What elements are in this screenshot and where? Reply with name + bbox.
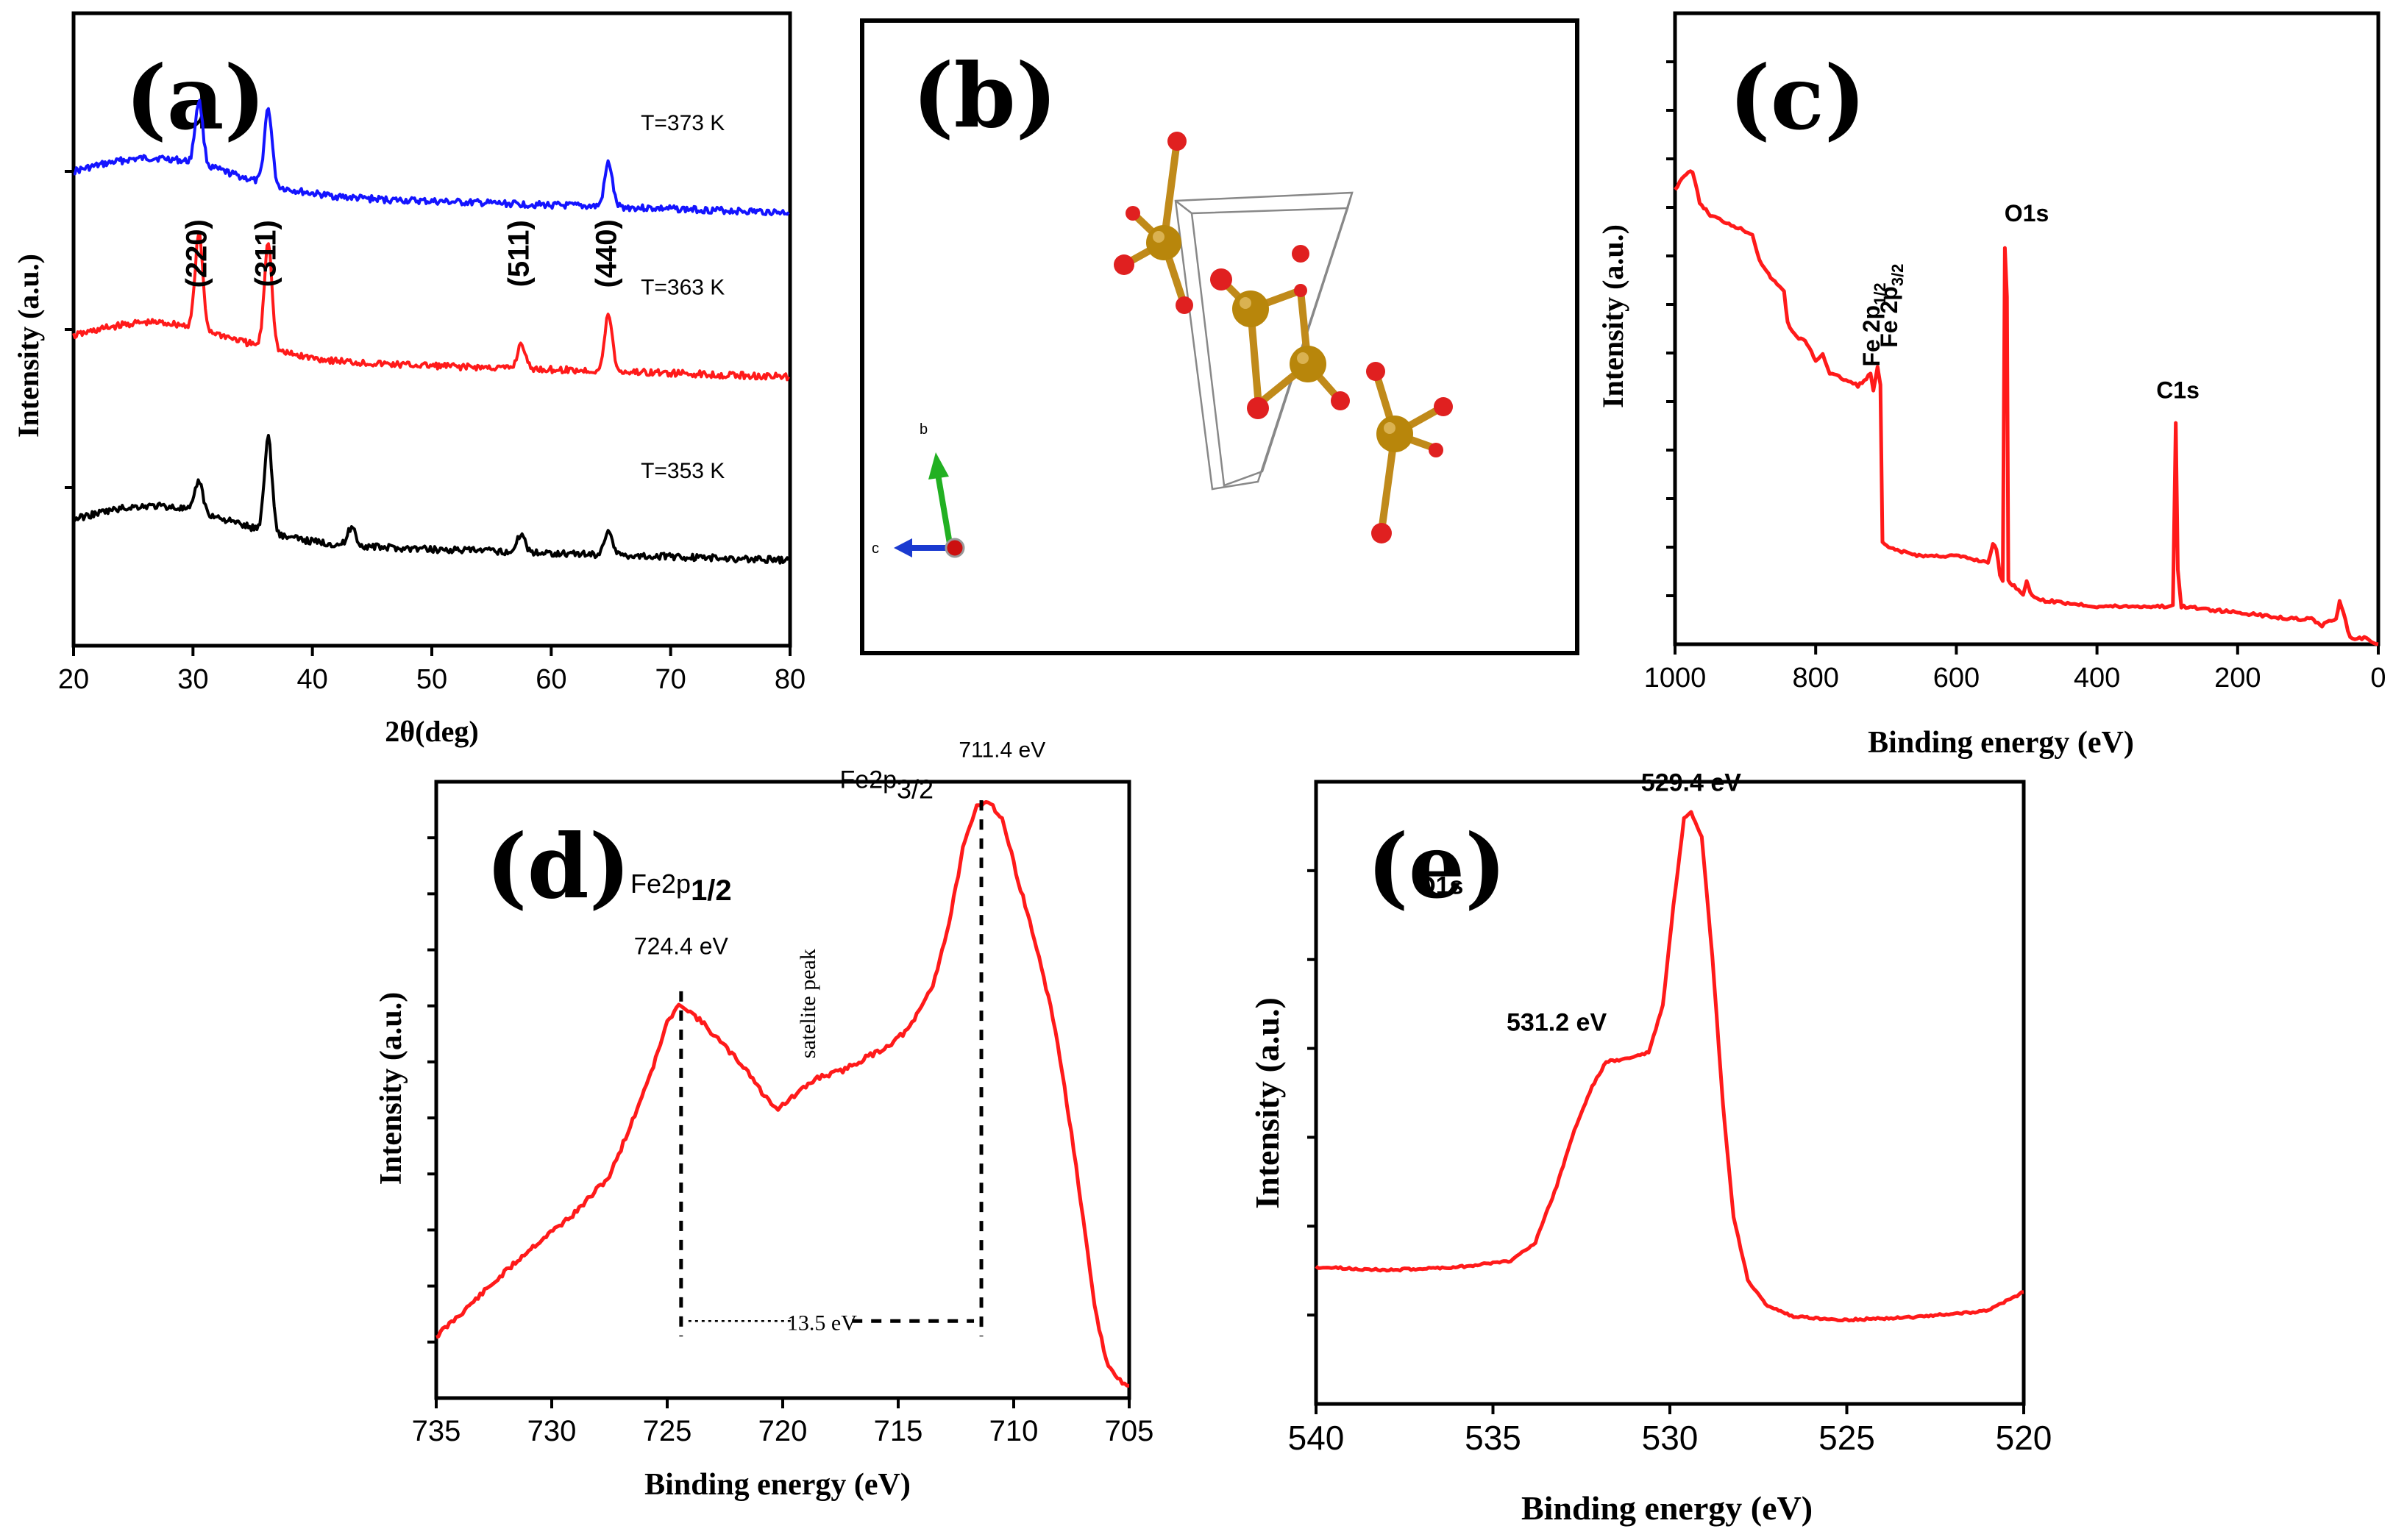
panel-c-series (1674, 169, 2379, 646)
panel-e-xtick-label: 525 (1818, 1419, 1875, 1457)
panel-a: (a) 20 30 40 50 60 70 80 T=373 KT=363 KT=353 K… (12, 11, 806, 748)
axis-c-label: c (872, 541, 879, 557)
panel-a-xtick-label: 30 (177, 664, 208, 695)
fe2p-three-label: Fe2p3/2 (840, 766, 934, 804)
series-label: T=373 K (641, 111, 725, 135)
panel-e-xtick-label: 535 (1465, 1419, 1521, 1457)
fe2p-half-label: Fe2p1/2 (630, 869, 732, 907)
reflection-label: (311) (250, 220, 282, 287)
panel-c-xtick-label: 1000 (1644, 663, 1707, 694)
panel-e-title: (e) (1367, 815, 1507, 919)
xrd-series-line (72, 231, 790, 382)
bonds (1120, 138, 1447, 535)
panel-e-annotations: O1s 529.4 eV 531.2 eV (1416, 769, 1741, 1037)
panel-a-xtick-label: 80 (775, 664, 806, 695)
panel-e-xlabel: Binding energy (eV) (1521, 1489, 1813, 1527)
panel-d-xtick-label: 710 (989, 1415, 1039, 1447)
panel-a-xtick-label: 20 (58, 664, 89, 695)
panel-c-xtick-label: 400 (2074, 663, 2120, 694)
panel-d: (d) 735 730 725 720 715 710 705 13.5 eV Fe2p1/2… (374, 738, 1153, 1502)
series-label: T=363 K (641, 276, 725, 300)
satellite-peak-label: satelite peak (796, 949, 820, 1058)
o1s-label: O1s (2005, 200, 2049, 227)
fe2p-three-value: 711.4 eV (959, 738, 1045, 762)
panel-d-xlabel: Binding energy (eV) (644, 1468, 911, 1502)
xrd-series-line (72, 434, 790, 565)
xrd-series-line (73, 99, 790, 216)
c1s-label: C1s (2156, 377, 2200, 403)
panel-d-xtick-label: 730 (527, 1415, 577, 1447)
panel-a-xlabel: 2θ(deg) (385, 715, 479, 748)
panel-d-title: (d) (486, 815, 630, 919)
fe2p-series-line (435, 800, 1130, 1388)
fe2p-half-value: 724.4 eV (634, 933, 729, 960)
panel-e-xtick-label: 540 (1288, 1419, 1345, 1457)
axis-b-label: b (920, 421, 928, 438)
o1s-label: O1s (1416, 871, 1463, 899)
panel-a-series: T=373 K T=363 K T=353 K (220) (311) (511) (440… (72, 99, 790, 565)
panel-a-ticks: 20 30 40 50 60 70 80 (58, 170, 806, 695)
panel-c-xtick-label: 0 (2370, 663, 2386, 694)
panel-e-series (1315, 810, 2024, 1323)
panel-c-ticks: 1000 800 600 400 200 0 (1644, 60, 2386, 694)
panel-a-xtick-label: 60 (536, 664, 566, 695)
panel-a-xtick-label: 70 (655, 664, 686, 695)
panel-d-series (435, 800, 1130, 1388)
panel-a-ylabel: Intensity (a.u.) (12, 254, 45, 438)
panel-c: (c) 1000 800 600 400 200 0 Fe 2p1/2Fe 2p3/2O1… (1596, 11, 2386, 760)
crystal-structure-image (1114, 132, 1453, 543)
reflection-label: (511) (503, 220, 536, 287)
panel-d-annotations: 13.5 eV Fe2p1/2 724.4 eV Fe2p3/2 711.4 eV sat… (630, 738, 1045, 1337)
unit-cell-box (1174, 191, 1354, 491)
fe2p-three-subscript: 3/2 (897, 774, 934, 804)
fe2p-subscript: 1/2 (1871, 282, 1889, 305)
o1s-series-line (1315, 810, 2024, 1323)
fe2p-half-subscript: 1/2 (691, 874, 732, 907)
panel-c-frame (1673, 11, 2380, 646)
series-label: T=353 K (641, 459, 725, 483)
iron-atoms (1146, 225, 1413, 452)
panel-d-xtick-label: 725 (643, 1415, 692, 1447)
panel-e-xtick-label: 530 (1642, 1419, 1699, 1457)
axis-triad: b c (872, 421, 965, 558)
panel-d-xtick-label: 720 (758, 1415, 808, 1447)
survey-series-line (1674, 169, 2379, 646)
panel-e-ylabel: Intensity (a.u.) (1248, 997, 1286, 1209)
panel-d-xtick-label: 715 (874, 1415, 923, 1447)
panel-c-title: (c) (1729, 46, 1866, 150)
panel-d-ticks: 735 730 725 720 715 710 705 (412, 836, 1154, 1447)
panel-c-xtick-label: 800 (1792, 663, 1838, 694)
panel-d-ylabel: Intensity (a.u.) (374, 992, 408, 1186)
panel-c-xtick-label: 200 (2214, 663, 2261, 694)
panel-a-xtick-label: 40 (297, 664, 328, 695)
reflection-label: (440) (590, 219, 622, 288)
reflection-label: (220) (180, 219, 213, 288)
oxygen-atoms (1114, 132, 1453, 543)
panel-c-xlabel: Binding energy (eV) (1868, 726, 2134, 760)
panel-c-ylabel: Intensity (a.u.) (1596, 224, 1629, 408)
peak-main-label: 529.4 eV (1641, 769, 1741, 797)
panel-c-xtick-label: 600 (1933, 663, 1980, 694)
peak-shoulder-label: 531.2 eV (1507, 1008, 1607, 1036)
split-label: 13.5 eV (787, 1311, 857, 1335)
panel-d-xtick-label: 735 (412, 1415, 461, 1447)
panel-e-xtick-label: 520 (1996, 1419, 2052, 1457)
panel-d-xtick-label: 705 (1105, 1415, 1154, 1447)
panel-a-xtick-label: 50 (416, 664, 447, 695)
fe2p-subscript: 3/2 (1888, 264, 1907, 287)
panel-e-ticks: 540 535 530 525 520 (1288, 869, 2052, 1457)
panel-b-title: (b) (912, 44, 1057, 148)
fe2p-label: Fe 2p3/2 (1876, 264, 1907, 348)
panel-b: (b) (860, 18, 1579, 655)
panel-b-frame (860, 18, 1579, 655)
